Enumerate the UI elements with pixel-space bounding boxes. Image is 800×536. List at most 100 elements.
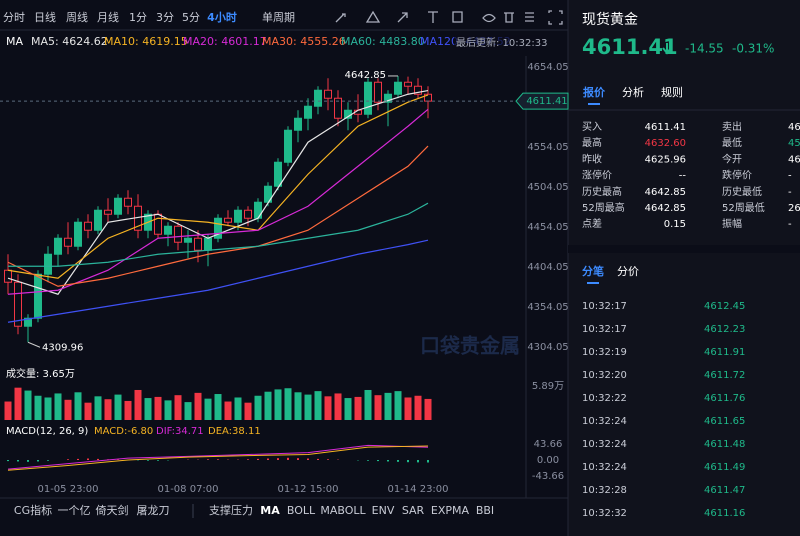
volume-bar [334, 393, 342, 420]
period-tab[interactable]: 5分 [182, 11, 200, 24]
quote-label: 今开 [722, 152, 742, 165]
volume-bar [274, 389, 282, 420]
volume-bar [294, 392, 302, 420]
ma-line [7, 239, 429, 323]
indicator-button[interactable]: 支撑压力 [209, 503, 253, 517]
y-tick-label: 43.66 [534, 439, 563, 450]
volume-bar [404, 397, 412, 420]
last-price-tag [515, 92, 569, 110]
indicator-button[interactable]: MA [260, 504, 280, 517]
trade-time: 10:32:17 [582, 324, 627, 335]
volume-bar [364, 389, 372, 420]
update-bg [454, 35, 544, 50]
layers-icon[interactable] [525, 12, 534, 22]
quote-value: - [788, 219, 792, 230]
indicator-button[interactable]: 一个亿 [58, 504, 91, 517]
y-tick-label: 4304.05 [527, 342, 568, 353]
volume-bar [394, 391, 402, 420]
arrow-tool[interactable] [397, 12, 408, 23]
delete-icon[interactable] [504, 12, 514, 23]
quote-label: 跌停价 [722, 169, 752, 182]
x-tick-label: 01-14 23:00 [387, 484, 448, 495]
trade-time: 10:32:17 [582, 301, 627, 312]
legend-entry: DEA:38.11 [208, 426, 261, 437]
quote-tab[interactable]: 规则 [661, 85, 683, 99]
candle-body [114, 197, 122, 215]
period-tab[interactable]: 4小时 [207, 10, 237, 24]
trade-price: 4611.65 [704, 416, 745, 427]
macd-title: MACD(12, 26, 9) [6, 426, 88, 437]
measure-tool[interactable] [452, 11, 463, 23]
period-tab[interactable]: 分时 [3, 11, 25, 24]
volume-bar [134, 389, 142, 420]
volume-bar [64, 399, 72, 420]
candle-body [34, 273, 42, 319]
indicator-button[interactable]: MABOLL [320, 504, 366, 517]
trade-price: 4611.16 [704, 508, 745, 519]
macd-line [7, 444, 429, 470]
volume-bar [14, 387, 22, 420]
candle-body [174, 225, 182, 243]
volume-bar [204, 398, 212, 420]
candle-body [64, 237, 72, 247]
indicator-name: MA [6, 35, 23, 48]
y-tick-label: 4654.05 [527, 62, 568, 73]
candle-body [44, 253, 52, 275]
volume-bar [84, 402, 92, 420]
volume-bar [284, 388, 292, 420]
macd-line [7, 445, 429, 471]
indicator-button[interactable]: 屠龙刀 [137, 504, 170, 517]
period-tab[interactable]: 日线 [34, 10, 56, 24]
line-tool[interactable] [335, 13, 346, 23]
trade-price: 4611.49 [704, 462, 745, 473]
eye-icon[interactable] [482, 13, 496, 23]
period-tab[interactable]: 周线 [66, 10, 88, 24]
quote-tab[interactable]: 报价 [583, 85, 606, 99]
trade-price: 4611.76 [704, 393, 745, 404]
indicator-button[interactable]: ENV [372, 504, 395, 517]
volume-bar [304, 394, 312, 420]
shape-tool[interactable] [365, 10, 381, 23]
quote-label: 昨收 [582, 152, 602, 165]
chart-bg [0, 0, 568, 536]
indicator-button[interactable]: EXPMA [431, 504, 470, 517]
period-tab[interactable]: 3分 [156, 11, 174, 24]
candle-body [124, 197, 132, 207]
candle-body [304, 105, 312, 119]
indicator-button[interactable]: BBI [476, 504, 494, 517]
trade-time: 10:32:24 [582, 416, 627, 427]
trade-price: 4611.91 [704, 347, 745, 358]
candle-body [374, 81, 382, 103]
quote-tab[interactable]: 分析 [622, 85, 644, 99]
trades-tab[interactable]: 分价 [617, 265, 639, 278]
ma-line [8, 202, 429, 267]
indicator-button[interactable]: SAR [402, 504, 425, 517]
trades-tab[interactable]: 分笔 [582, 264, 604, 278]
indicator-button[interactable]: 倚天剑 [96, 503, 129, 517]
quote-value: 46 [788, 122, 800, 133]
volume-bar [324, 396, 332, 420]
quote-label: 最低 [722, 136, 742, 149]
quote-value: 4625.96 [645, 154, 686, 165]
indicator-button[interactable]: CG指标 [14, 503, 52, 517]
quote-label: 卖出 [722, 120, 742, 133]
text-tool[interactable] [428, 11, 438, 23]
tab-underline [587, 282, 599, 284]
candle-body [334, 97, 342, 119]
period-tab[interactable]: 月线 [97, 10, 119, 24]
volume-bar [34, 395, 42, 420]
volume-bar [154, 396, 162, 420]
watermark: 口袋贵金属 [420, 334, 520, 358]
indicator-button[interactable]: BOLL [287, 504, 316, 517]
toolbar-icons [335, 10, 563, 25]
ma-line [7, 108, 429, 295]
trade-price: 4611.47 [704, 485, 745, 496]
candle-body [104, 209, 112, 215]
quote-label: 52周最高 [582, 201, 625, 214]
fullscreen-icon[interactable] [548, 10, 563, 25]
candle-body [154, 213, 162, 235]
cycle-select[interactable]: 单周期 [262, 11, 295, 24]
period-tab[interactable]: 1分 [129, 11, 147, 24]
quote-value: 45 [788, 138, 800, 149]
